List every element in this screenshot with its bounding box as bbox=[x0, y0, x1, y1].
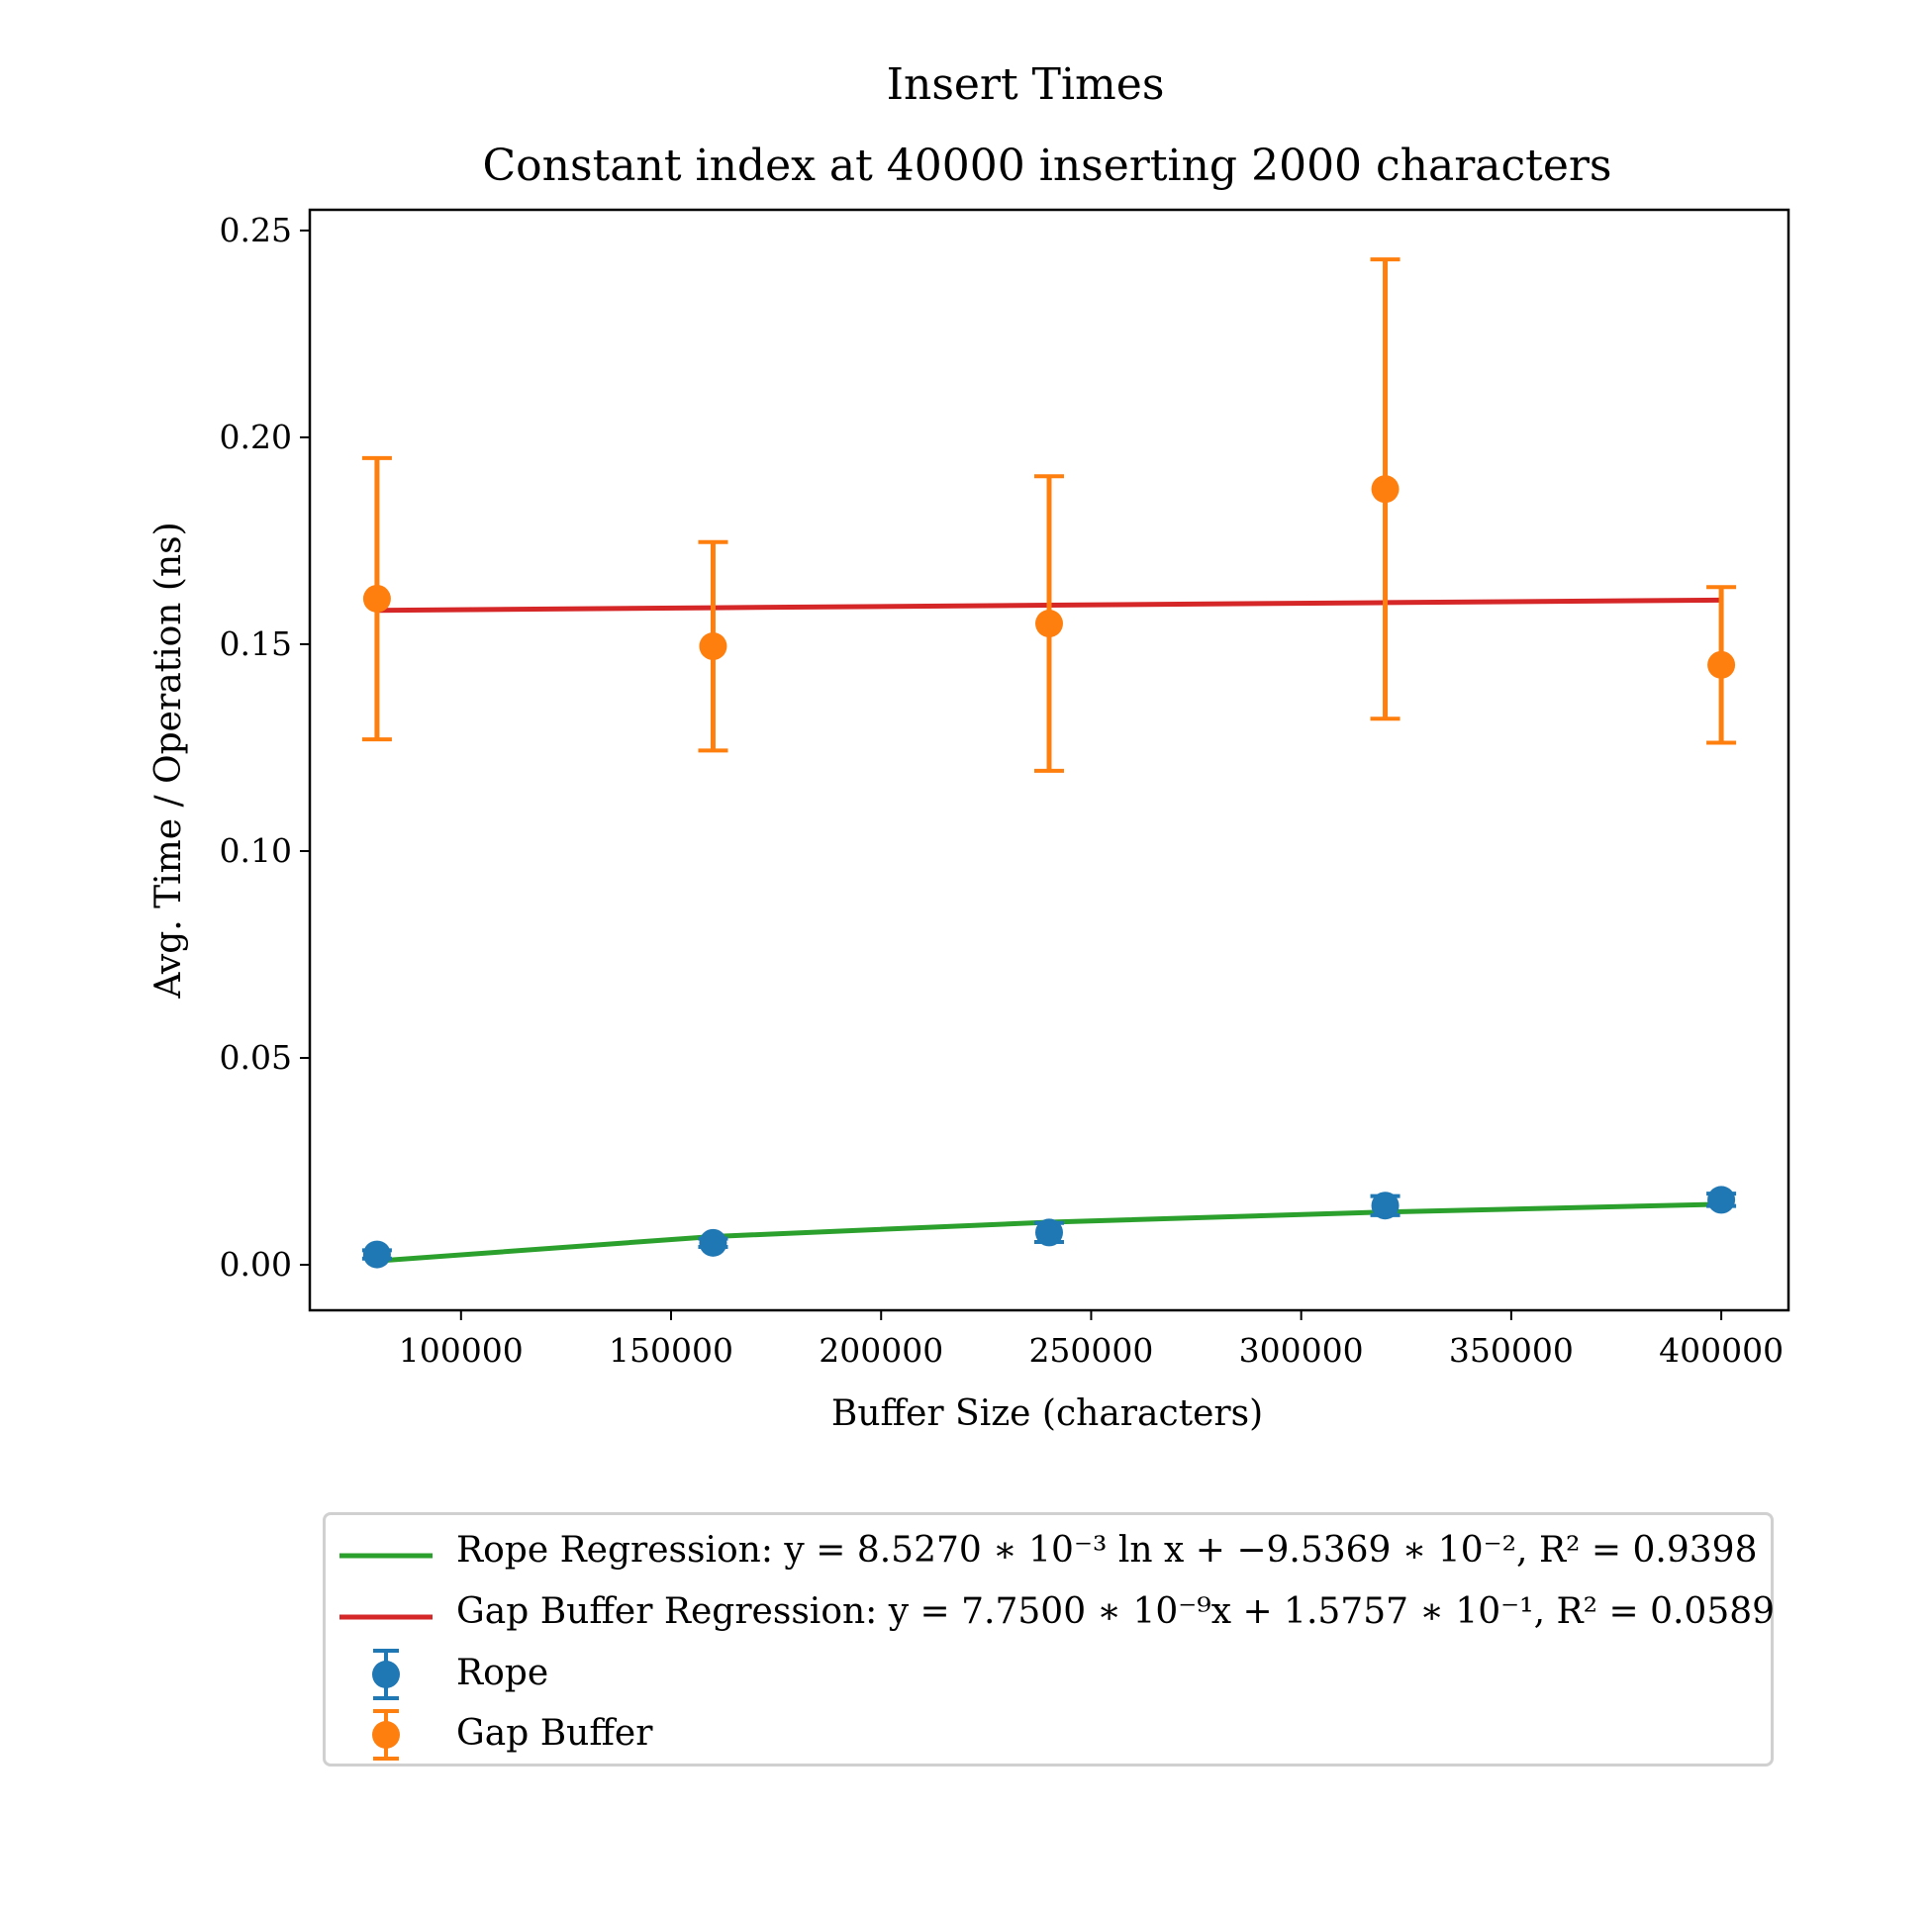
x-tick-label: 350000 bbox=[1449, 1331, 1574, 1370]
legend-errorbar-orange-icon bbox=[372, 1709, 400, 1761]
y-tick-label: 0.05 bbox=[220, 1038, 292, 1077]
gap-buffer-point bbox=[1371, 475, 1400, 504]
y-tick-label: 0.10 bbox=[220, 831, 292, 870]
rope-point bbox=[1035, 1218, 1063, 1247]
rope-point bbox=[699, 1228, 727, 1257]
y-tick-label: 0.15 bbox=[220, 624, 292, 663]
rope-point bbox=[1371, 1192, 1400, 1220]
x-tick-label: 150000 bbox=[609, 1331, 733, 1370]
gap-buffer-point bbox=[1035, 610, 1063, 638]
y-tick-label: 0.00 bbox=[220, 1245, 292, 1284]
legend-label-gap: Gap Buffer bbox=[456, 1713, 653, 1754]
legend-errorbar-blue-icon bbox=[372, 1649, 400, 1700]
x-tick-label: 250000 bbox=[1028, 1331, 1153, 1370]
legend-item-rope: Rope bbox=[326, 1645, 1771, 1704]
legend: Rope Regression: y = 8.5270 ∗ 10⁻³ ln x … bbox=[323, 1512, 1775, 1767]
y-tick-label: 0.20 bbox=[220, 418, 292, 456]
gap-buffer-point bbox=[362, 584, 391, 613]
legend-label-rope: Rope bbox=[456, 1653, 549, 1693]
x-tick-label: 300000 bbox=[1239, 1331, 1364, 1370]
plot-frame bbox=[308, 208, 1790, 1312]
legend-line-red-icon bbox=[339, 1614, 433, 1620]
x-tick-label: 100000 bbox=[399, 1331, 524, 1370]
x-tick-label: 400000 bbox=[1659, 1331, 1784, 1370]
y-axis-label: Avg. Time / Operation (ns) bbox=[148, 522, 189, 999]
gap-buffer-point bbox=[699, 632, 727, 661]
rope-point bbox=[1707, 1186, 1736, 1214]
x-tick-label: 200000 bbox=[819, 1331, 943, 1370]
legend-item-rope-regression: Rope Regression: y = 8.5270 ∗ 10⁻³ ln x … bbox=[326, 1522, 1771, 1581]
y-tick-label: 0.25 bbox=[220, 211, 292, 249]
plot-area bbox=[361, 257, 1737, 1269]
legend-item-gap: Gap Buffer bbox=[326, 1705, 1771, 1765]
x-axis: 100000 150000 200000 250000 300000 350000 4000… bbox=[399, 1310, 1784, 1370]
x-axis-label: Buffer Size (characters) bbox=[831, 1393, 1263, 1434]
chart-subtitle: Constant index at 40000 inserting 2000 c… bbox=[483, 141, 1612, 191]
legend-label-rope-regression: Rope Regression: y = 8.5270 ∗ 10⁻³ ln x … bbox=[456, 1530, 1758, 1571]
rope-point bbox=[362, 1240, 391, 1269]
gap-buffer-point bbox=[1707, 650, 1736, 679]
legend-label-gap-regression: Gap Buffer Regression: y = 7.7500 ∗ 10⁻⁹… bbox=[456, 1591, 1776, 1632]
legend-item-gap-regression: Gap Buffer Regression: y = 7.7500 ∗ 10⁻⁹… bbox=[326, 1583, 1775, 1643]
chart-title: Insert Times bbox=[887, 59, 1165, 110]
legend-line-green-icon bbox=[339, 1553, 433, 1559]
y-axis: 0.00 0.05 0.10 0.15 0.20 0.25 bbox=[220, 211, 310, 1284]
